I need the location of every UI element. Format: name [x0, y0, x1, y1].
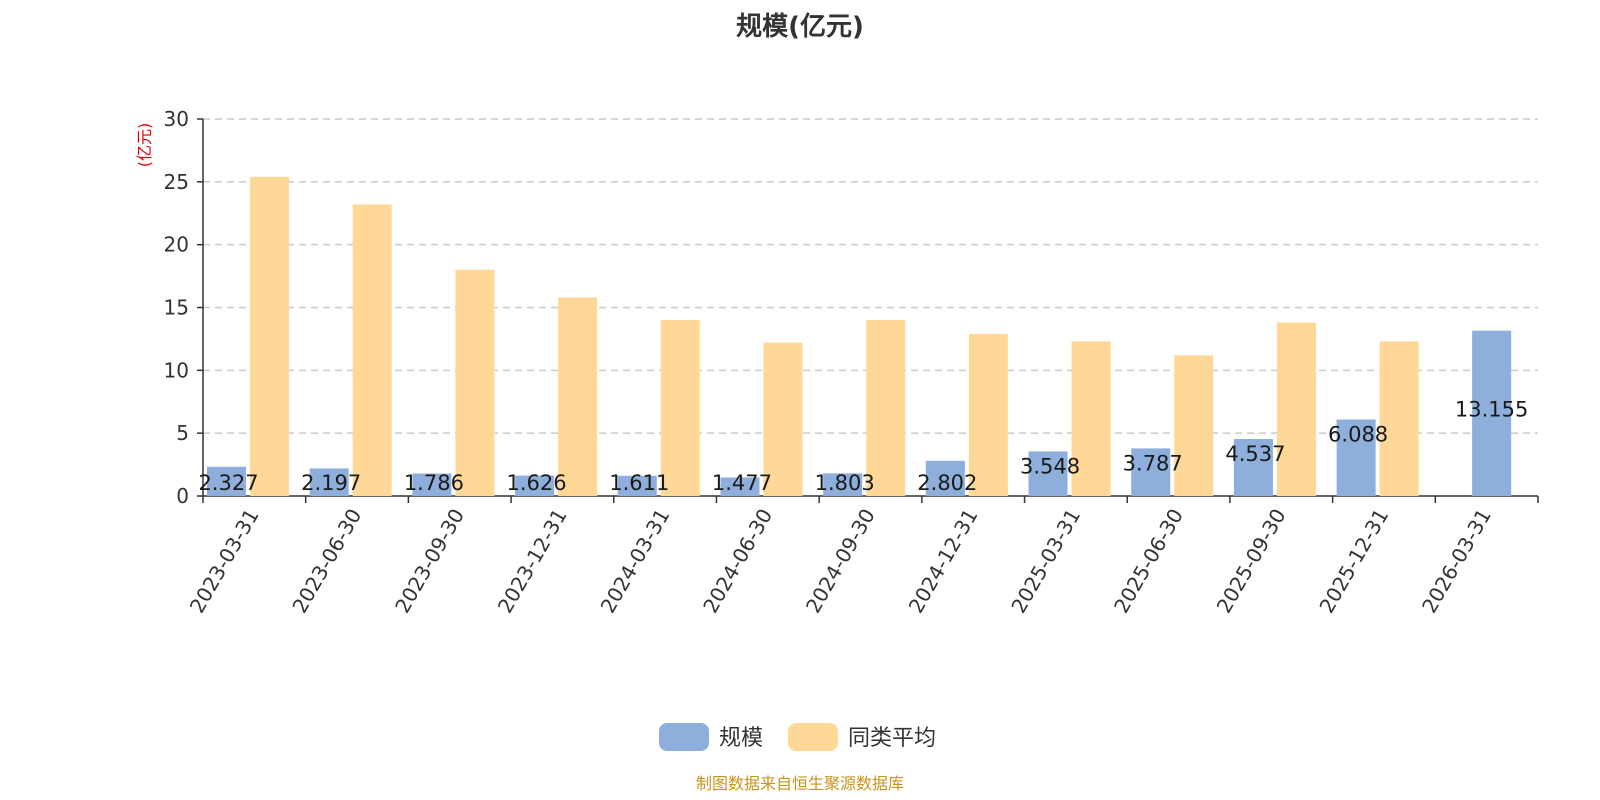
data-label: 2.197: [301, 471, 361, 495]
bar-scale: [1131, 448, 1171, 496]
x-tick-label: 2024-09-30: [801, 505, 880, 618]
chart-title: 规模(亿元): [736, 12, 864, 42]
bar-peer-average: [455, 269, 495, 496]
data-label: 3.548: [1020, 454, 1080, 478]
legend-swatch-peer-average: [788, 723, 838, 751]
data-label: 1.803: [815, 471, 875, 495]
x-tick-label: 2025-12-31: [1314, 505, 1393, 618]
data-label: 3.787: [1123, 451, 1183, 475]
x-tick-label: 2023-09-30: [390, 505, 469, 618]
bar-peer-average: [250, 176, 289, 496]
bar-peer-average: [1379, 341, 1419, 496]
y-tick-label: 30: [164, 107, 189, 131]
x-tick-label: 2025-03-31: [1006, 505, 1085, 618]
bar-peer-average: [352, 204, 392, 496]
x-tick-label: 2023-06-30: [287, 505, 366, 618]
y-tick-label: 5: [176, 421, 189, 445]
x-tick-label: 2024-03-31: [596, 505, 675, 618]
bar-scale: [1028, 451, 1068, 496]
bar-peer-average: [558, 297, 598, 496]
data-label: 6.088: [1328, 422, 1388, 446]
y-tick-label: 20: [164, 233, 189, 257]
data-label: 1.626: [507, 471, 567, 495]
y-tick-label: 15: [164, 296, 189, 320]
bar-peer-average: [1071, 341, 1111, 496]
data-label: 13.155: [1455, 398, 1528, 422]
bar-scale: [1233, 438, 1273, 496]
bar-scale: [412, 473, 452, 496]
bar-peer-average: [968, 333, 1008, 496]
data-label: 2.327: [198, 471, 258, 495]
bar-peer-average: [866, 320, 906, 496]
bar-peer-average: [1276, 322, 1316, 496]
bar-scale: [207, 466, 246, 496]
data-label: 1.786: [404, 471, 464, 495]
data-label: 1.477: [712, 471, 772, 495]
x-tick-label: 2024-06-30: [698, 505, 777, 618]
x-tick-label: 2023-12-31: [493, 505, 572, 618]
y-tick-label: 10: [164, 358, 189, 382]
x-tick-label: 2025-06-30: [1109, 505, 1188, 618]
data-label: 2.802: [917, 471, 977, 495]
legend-label-scale: 规模: [719, 726, 763, 751]
data-source-note: 制图数据来自恒生聚源数据库: [695, 774, 904, 793]
x-tick-label: 2025-09-30: [1212, 505, 1291, 618]
x-tick-label: 2026-03-31: [1417, 505, 1496, 618]
bar-scale: [823, 473, 863, 496]
bar-peer-average: [1174, 355, 1214, 496]
bar-peer-average: [660, 320, 700, 496]
y-tick-label: 0: [176, 484, 189, 508]
bar-scale: [925, 460, 965, 496]
x-tick-label: 2024-12-31: [904, 505, 983, 618]
y-axis-unit-label: (亿元): [135, 123, 154, 168]
x-tick-label: 2023-03-31: [185, 505, 264, 618]
legend-label-peer-average: 同类平均: [848, 726, 936, 751]
bar-scale: [515, 475, 555, 496]
bar-scale: [1336, 419, 1376, 496]
bar-scale: [1472, 330, 1512, 496]
data-label: 4.537: [1225, 442, 1285, 466]
bar-scale: [617, 475, 657, 496]
legend-swatch-scale: [659, 723, 709, 751]
bar-peer-average: [763, 342, 803, 496]
bar-scale: [309, 468, 349, 496]
y-tick-label: 25: [164, 170, 189, 194]
bar-scale: [720, 477, 760, 496]
data-label: 1.611: [609, 471, 669, 495]
